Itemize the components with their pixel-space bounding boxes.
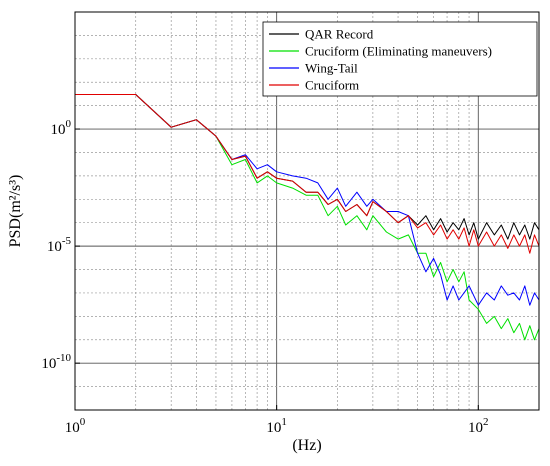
series-layer (75, 94, 540, 341)
x-tick-label: 100 (65, 416, 86, 436)
x-tick-label: 101 (266, 416, 287, 436)
y-tick-label: 100 (51, 118, 72, 138)
legend-entry-label: Cruciform (Eliminating maneuvers) (305, 44, 492, 59)
legend-box (262, 21, 538, 97)
legend-entry-label: Cruciform (305, 78, 359, 93)
x-tick-label: 102 (468, 416, 489, 436)
series-line-cruciform (75, 94, 540, 254)
x-axis-label: (Hz) (292, 437, 321, 454)
legend: QAR Record Cruciform (Eliminating maneuve… (262, 21, 538, 97)
y-tick-label: 10-5 (47, 235, 72, 255)
series-line-cruciform-eliminating-maneuvers (75, 94, 540, 341)
y-tick-label: 10-10 (41, 352, 71, 372)
legend-entry-label: Wing-Tail (305, 61, 358, 76)
legend-entry-label: QAR Record (305, 27, 374, 42)
y-axis-label: PSD(m²/s³) (7, 175, 24, 248)
series-line-wing-tail (75, 94, 540, 306)
tick-layer: 100 101 102 100 10-5 10-10 (41, 118, 488, 436)
plot-frame (74, 11, 540, 411)
